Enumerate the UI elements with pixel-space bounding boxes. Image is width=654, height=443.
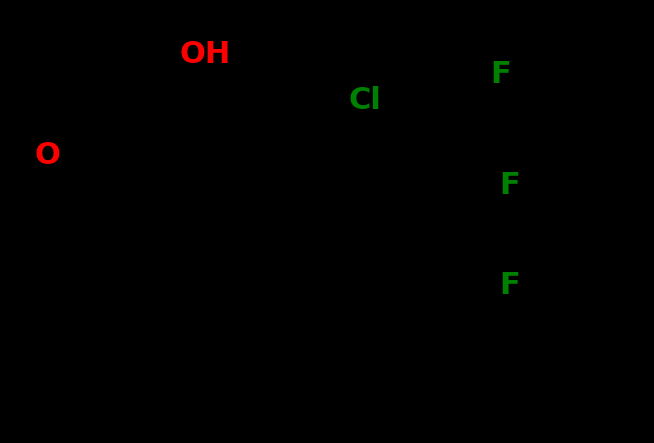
Text: OH: OH [179, 40, 230, 70]
Text: F: F [490, 60, 511, 89]
Text: F: F [500, 271, 521, 300]
Text: F: F [500, 171, 521, 200]
Text: O: O [34, 140, 60, 170]
Text: Cl: Cl [349, 85, 381, 115]
